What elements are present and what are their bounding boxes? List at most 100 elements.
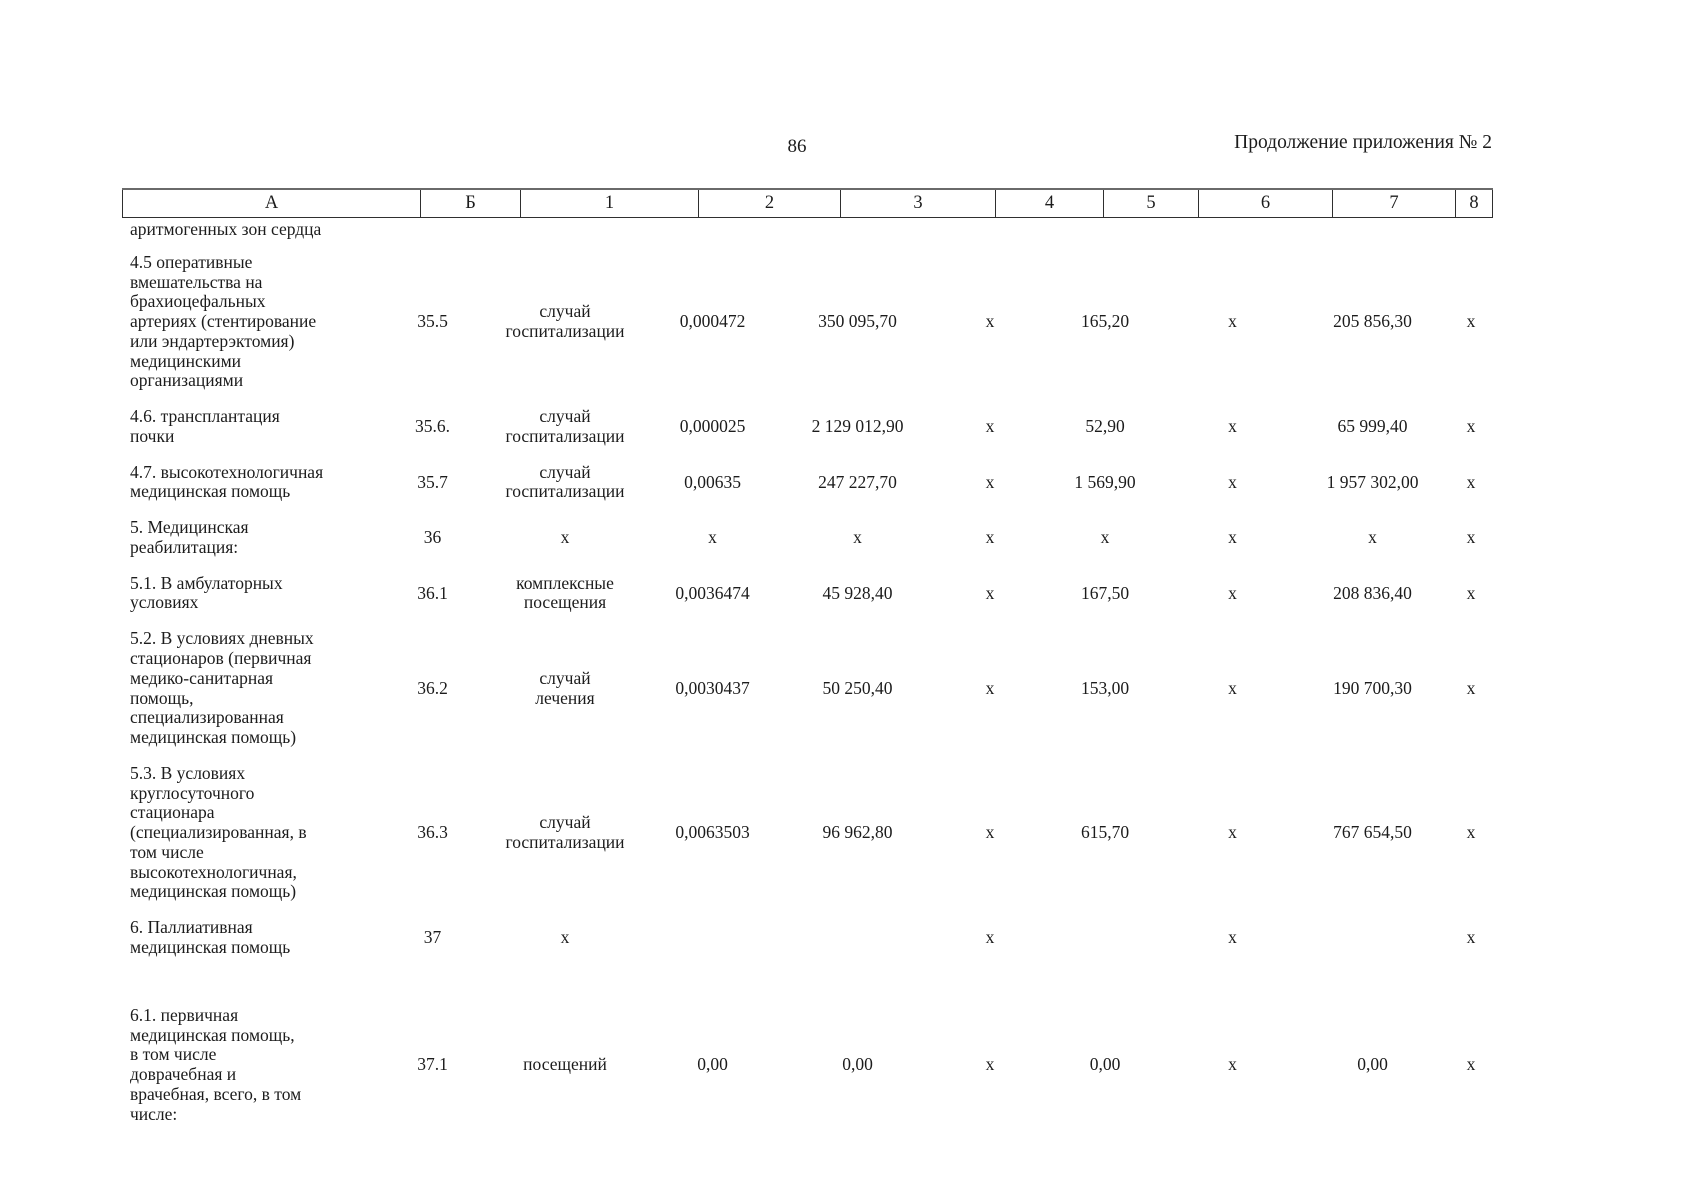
data-cell xyxy=(480,217,650,245)
data-cell: 0,00 xyxy=(842,1054,873,1075)
row-6: 6. Паллиативная медицинская помощь 37 х … xyxy=(122,910,1492,966)
data-cell: х xyxy=(985,527,995,548)
data-table: аритмогенных зон сердца 4.5 оперативные … xyxy=(122,217,1492,1132)
data-cell: х xyxy=(1228,822,1237,843)
data-cell xyxy=(1040,217,1170,245)
data-cell: 45 928,40 xyxy=(822,582,893,603)
data-cell: х xyxy=(985,311,995,332)
data-cell: х xyxy=(985,471,995,492)
data-cell: х xyxy=(1466,582,1476,603)
data-cell: 35.6. xyxy=(415,416,450,436)
data-cell: х xyxy=(1466,822,1476,843)
data-cell: 247 227,70 xyxy=(818,471,897,492)
data-cell: х xyxy=(985,822,995,843)
data-cell: 350 095,70 xyxy=(818,311,897,332)
data-cell: х xyxy=(985,582,995,603)
data-cell xyxy=(1170,217,1295,245)
data-cell: 1 569,90 xyxy=(1074,471,1136,492)
data-cell: 0,00 xyxy=(1089,1054,1121,1075)
data-cell: х xyxy=(1228,927,1237,948)
data-cell: х xyxy=(985,677,995,698)
page-number: 86 xyxy=(787,136,807,157)
column-header: 8 xyxy=(1455,188,1493,218)
table-column-header: А Б 1 2 3 4 5 6 7 8 xyxy=(122,188,1493,218)
data-cell: 96 962,80 xyxy=(822,822,893,843)
data-cell: х xyxy=(985,416,995,436)
data-cell: случай госпитализации xyxy=(505,461,625,502)
data-cell: х xyxy=(1228,582,1237,603)
data-cell: случай госпитализации xyxy=(505,812,625,853)
data-cell: 0,00 xyxy=(697,1054,728,1075)
data-cell: х xyxy=(1228,471,1237,492)
data-cell: 767 654,50 xyxy=(1333,822,1412,843)
data-cell: х xyxy=(1228,1054,1237,1075)
data-cell: 35.5 xyxy=(417,311,448,332)
row-4-5: 4.5 оперативные вмешательства на брахиоц… xyxy=(122,245,1492,399)
column-header: 4 xyxy=(995,188,1104,218)
data-cell: 167,50 xyxy=(1080,582,1130,603)
data-cell: х xyxy=(1466,471,1476,492)
column-header: 2 xyxy=(698,188,841,218)
data-cell: 153,00 xyxy=(1080,677,1130,698)
data-cell: х xyxy=(1228,311,1237,332)
data-cell xyxy=(1295,910,1450,966)
row-continuation: аритмогенных зон сердца xyxy=(122,217,1492,245)
data-cell: 37 xyxy=(423,927,442,948)
row-4-6: 4.6. трансплантация почки 35.6. случай г… xyxy=(122,399,1492,455)
data-cell: случай госпитализации xyxy=(505,301,625,341)
column-header: А xyxy=(122,188,421,218)
data-cell: комплексные посещения xyxy=(516,572,614,613)
data-cell: 35.7 xyxy=(417,471,448,492)
data-cell: х xyxy=(1228,416,1237,436)
row-5-2: 5.2. В условиях дневных стационаров (пер… xyxy=(122,621,1492,756)
data-cell: 0,0036474 xyxy=(675,582,750,603)
data-cell: 36 xyxy=(423,527,442,548)
data-cell: х xyxy=(1466,927,1476,948)
data-cell: х xyxy=(1466,1054,1476,1075)
row-6-1: 6.1. первичная медицинская помощь, в том… xyxy=(122,966,1492,1133)
data-cell: х xyxy=(560,927,570,948)
data-cell: случай госпитализации xyxy=(505,406,625,446)
row-label-cell: 4.5 оперативные вмешательства на брахиоц… xyxy=(130,251,317,391)
data-cell: 0,000025 xyxy=(679,416,746,436)
data-cell: 208 836,40 xyxy=(1333,582,1412,603)
row-label-cell: аритмогенных зон сердца xyxy=(130,219,322,239)
row-label-cell: 5. Медицинская реабилитация: xyxy=(130,517,249,557)
data-cell: 205 856,30 xyxy=(1333,311,1412,332)
data-cell: 165,20 xyxy=(1080,311,1130,332)
header-row: А Б 1 2 3 4 5 6 7 8 xyxy=(122,188,1493,218)
data-cell: х xyxy=(985,927,995,948)
row-label-cell: 5.2. В условиях дневных стационаров (пер… xyxy=(130,628,314,748)
data-cell: х xyxy=(1466,677,1476,698)
row-4-7: 4.7. высокотехнологичная медицинская пом… xyxy=(122,455,1492,511)
data-cell: 2 129 012,90 xyxy=(811,416,904,436)
column-header: 3 xyxy=(840,188,996,218)
data-cell: 37.1 xyxy=(417,1054,448,1075)
data-cell xyxy=(650,217,775,245)
data-cell xyxy=(775,217,940,245)
data-cell: 36.2 xyxy=(417,677,448,698)
row-5-3: 5.3. В условиях круглосуточного стациона… xyxy=(122,756,1492,910)
data-cell: х xyxy=(1228,677,1237,698)
data-cell: 36.1 xyxy=(417,582,448,603)
row-5-1: 5.1. В амбулаторных условиях 36.1 компле… xyxy=(122,566,1492,622)
data-cell: 1 957 302,00 xyxy=(1326,471,1419,492)
data-cell: х xyxy=(1368,527,1377,548)
data-cell xyxy=(1450,217,1492,245)
data-cell xyxy=(940,217,1040,245)
column-header: Б xyxy=(420,188,521,218)
data-cell xyxy=(775,910,940,966)
data-cell: 0,0030437 xyxy=(675,677,750,698)
data-cell: х xyxy=(1228,527,1237,548)
data-cell xyxy=(1040,910,1170,966)
row-label-cell: 6. Паллиативная медицинская помощь xyxy=(130,917,291,957)
data-cell: х xyxy=(985,1054,995,1075)
column-header: 5 xyxy=(1103,188,1199,218)
data-cell: 190 700,30 xyxy=(1333,677,1412,698)
data-cell: 52,90 xyxy=(1085,416,1125,436)
data-cell xyxy=(650,910,775,966)
data-cell: 0,00 xyxy=(1357,1054,1388,1075)
row-label-cell: 4.6. трансплантация почки xyxy=(130,406,280,446)
data-cell: 615,70 xyxy=(1080,822,1130,843)
